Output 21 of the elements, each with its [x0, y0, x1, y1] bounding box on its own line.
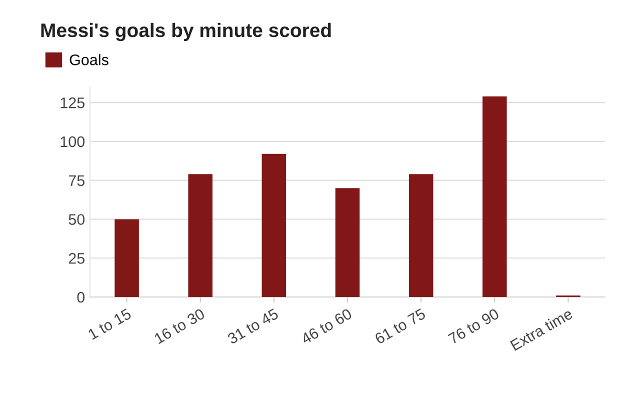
x-tick-label: 46 to 60: [300, 308, 353, 345]
x-tick-label: 61 to 75: [374, 308, 426, 344]
x-tick-label: 31 to 45: [226, 308, 279, 344]
bar: [335, 188, 360, 297]
bar: [408, 174, 434, 297]
y-tick-label: 100: [60, 136, 85, 148]
legend-label: Goals: [70, 54, 108, 66]
y-tick-label: 50: [68, 214, 85, 225]
bar: [188, 174, 212, 297]
bar: [262, 154, 286, 297]
x-tick-label: 76 to 90: [448, 308, 500, 344]
y-tick-label: 25: [68, 252, 84, 264]
bar: [482, 96, 507, 297]
x-tick-label: 1 to 15: [88, 308, 132, 340]
bar: [114, 219, 139, 297]
x-tick-label: Extra time: [510, 308, 574, 351]
chart-title: Messi's goals by minute scored: [41, 22, 331, 42]
x-tick-label: 16 to 30: [154, 308, 206, 344]
y-tick-label: 125: [60, 97, 84, 108]
y-tick-label: 75: [68, 175, 84, 186]
y-tick-label: 0: [77, 292, 85, 303]
